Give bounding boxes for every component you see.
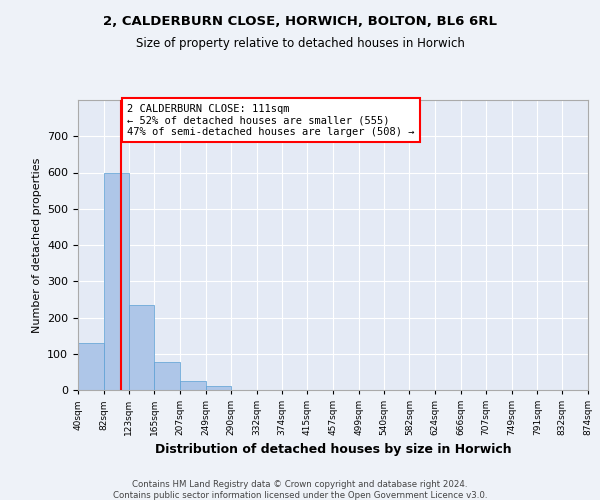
Bar	[129, 305, 154, 390]
Text: Contains HM Land Registry data © Crown copyright and database right 2024.: Contains HM Land Registry data © Crown c…	[132, 480, 468, 489]
Bar	[78, 343, 104, 390]
Bar	[104, 172, 129, 390]
Y-axis label: Number of detached properties: Number of detached properties	[32, 158, 41, 332]
Bar	[206, 386, 231, 390]
Text: Size of property relative to detached houses in Horwich: Size of property relative to detached ho…	[136, 38, 464, 51]
Bar	[180, 381, 206, 390]
Text: Contains public sector information licensed under the Open Government Licence v3: Contains public sector information licen…	[113, 491, 487, 500]
Text: Distribution of detached houses by size in Horwich: Distribution of detached houses by size …	[155, 442, 511, 456]
Text: 2 CALDERBURN CLOSE: 111sqm
← 52% of detached houses are smaller (555)
47% of sem: 2 CALDERBURN CLOSE: 111sqm ← 52% of deta…	[127, 104, 415, 137]
Bar	[154, 362, 180, 390]
Text: 2, CALDERBURN CLOSE, HORWICH, BOLTON, BL6 6RL: 2, CALDERBURN CLOSE, HORWICH, BOLTON, BL…	[103, 15, 497, 28]
